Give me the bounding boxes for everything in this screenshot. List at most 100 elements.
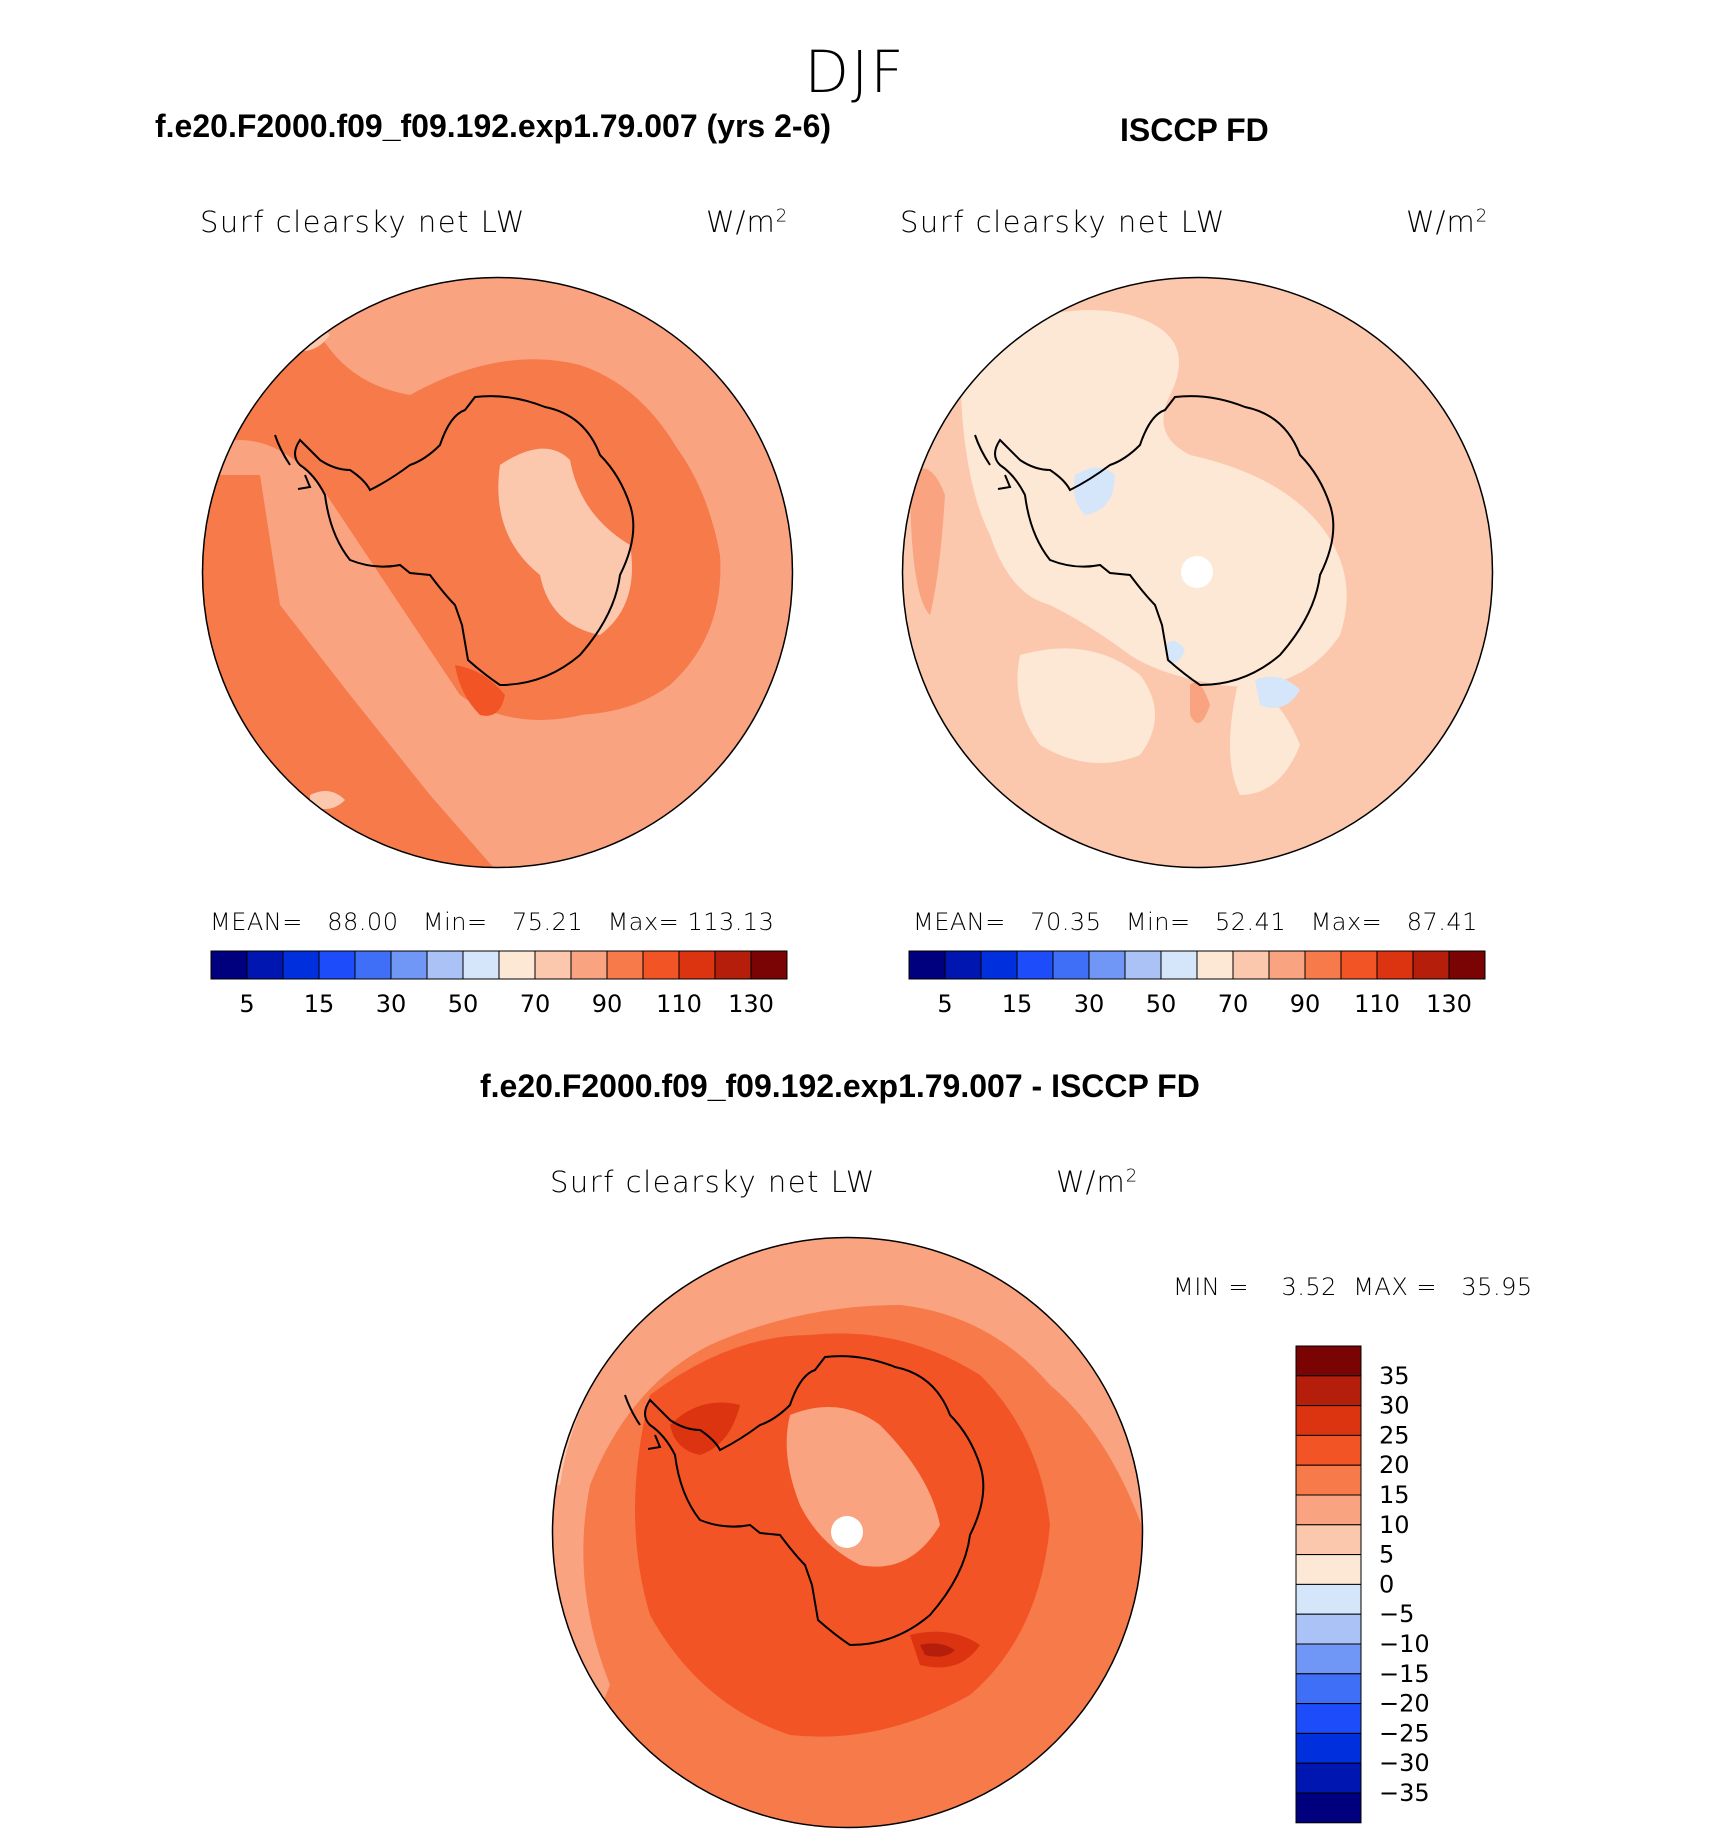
colorbar-tick-label: 130 xyxy=(1426,990,1472,1018)
colorbar-tick-label: 30 xyxy=(1074,990,1105,1018)
colorbar-tick-label: −10 xyxy=(1379,1630,1430,1658)
model-polar-map xyxy=(201,276,794,869)
antarctica-coastline xyxy=(624,1355,985,1647)
colorbar-cell xyxy=(1295,1792,1362,1824)
colorbar-cell xyxy=(1052,950,1090,980)
colorbar-cell xyxy=(1295,1762,1362,1794)
model-high-region xyxy=(202,335,712,868)
colorbar-tick-label: −35 xyxy=(1379,1779,1430,1807)
pole-hole xyxy=(831,1516,863,1548)
colorbar-cell xyxy=(606,950,644,980)
colorbar-cell xyxy=(1016,950,1054,980)
colorbar-cell xyxy=(1295,1583,1362,1615)
colorbar-tick-label: 5 xyxy=(239,990,254,1018)
colorbar-tick-label: 90 xyxy=(1290,990,1321,1018)
model-units-label: W/m2 xyxy=(706,205,789,239)
colorbar-cell xyxy=(1376,950,1414,980)
colorbar-tick-label: −30 xyxy=(1379,1749,1430,1777)
colorbar-tick-label: 110 xyxy=(1354,990,1400,1018)
antarctica-coastline xyxy=(274,395,635,687)
colorbar-cell xyxy=(1160,950,1198,980)
colorbar-cell xyxy=(714,950,752,980)
colorbar-tick-label: 50 xyxy=(448,990,479,1018)
colorbar-tick-label: 35 xyxy=(1379,1362,1410,1390)
colorbar-cell xyxy=(980,950,1018,980)
obs-polar-map xyxy=(901,276,1494,869)
colorbar-cell xyxy=(1295,1554,1362,1585)
colorbar-tick-label: 90 xyxy=(592,990,623,1018)
colorbar-tick-label: 30 xyxy=(1379,1392,1410,1420)
diff-stats: MIN = 3.52 MAX = 35.95 xyxy=(1173,1273,1533,1301)
season-title: DJF xyxy=(804,38,906,106)
colorbar-cell xyxy=(1295,1494,1362,1526)
model-low-region xyxy=(498,448,632,635)
model-variable-label: Surf clearsky net LW xyxy=(200,205,526,239)
colorbar-cell xyxy=(210,950,248,980)
colorbar-cell xyxy=(1295,1434,1362,1466)
colorbar-cell xyxy=(282,950,320,980)
pole-hole xyxy=(1181,556,1213,588)
model-stats: MEAN= 88.00 Min= 75.21 Max= 113.13 xyxy=(210,908,775,936)
colorbar-cell xyxy=(1088,950,1126,980)
colorbar-cell xyxy=(1124,950,1162,980)
diff-max-region xyxy=(670,1402,980,1668)
colorbar-tick-label: 25 xyxy=(1379,1421,1410,1449)
model-case-title: f.e20.F2000.f09_f09.192.exp1.79.007 (yrs… xyxy=(155,108,832,144)
map-boundary xyxy=(551,1236,1144,1829)
colorbar-cell xyxy=(426,950,464,980)
colorbar-cell xyxy=(462,950,500,980)
obs-negative-region xyxy=(1073,467,1300,708)
colorbar-cell xyxy=(1295,1732,1362,1764)
colorbar-tick-label: 5 xyxy=(1379,1541,1394,1569)
diff-case-title: f.e20.F2000.f09_f09.192.exp1.79.007 - IS… xyxy=(480,1068,1200,1104)
diff-variable-label: Surf clearsky net LW xyxy=(550,1165,876,1199)
colorbar-cell xyxy=(1304,950,1342,980)
antarctica-coastline xyxy=(974,395,1335,687)
map-boundary xyxy=(201,276,794,869)
colorbar-tick-label: −15 xyxy=(1379,1660,1430,1688)
colorbar-tick-label: 130 xyxy=(728,990,774,1018)
colorbar-tick-label: 20 xyxy=(1379,1451,1410,1479)
colorbar-tick-label: 30 xyxy=(376,990,407,1018)
colorbar-tick-label: 110 xyxy=(656,990,702,1018)
diff-units-label: W/m2 xyxy=(1056,1165,1139,1199)
colorbar-cell xyxy=(1295,1345,1362,1377)
obs-case-title: ISCCP FD xyxy=(1120,112,1269,148)
colorbar-tick-label: 15 xyxy=(304,990,335,1018)
colorbar-tick-label: 10 xyxy=(1379,1511,1410,1539)
colorbar-tick-label: 15 xyxy=(1379,1481,1410,1509)
colorbar-cell xyxy=(678,950,716,980)
diff-top-region xyxy=(920,1643,955,1657)
colorbar-cell xyxy=(1295,1673,1362,1705)
colorbar-tick-label: −5 xyxy=(1379,1600,1414,1628)
model-colorbar: 5 15 30 50 70 90 110 130 xyxy=(210,950,788,1018)
colorbar-cell xyxy=(534,950,572,980)
obs-low-region xyxy=(960,310,1347,687)
obs-colorbar: 5 15 30 50 70 90 110 130 xyxy=(908,950,1486,1018)
obs-low-south xyxy=(1017,648,1300,795)
obs-units-label: W/m2 xyxy=(1406,205,1489,239)
diff-polar-map xyxy=(551,1236,1144,1829)
colorbar-cell xyxy=(1268,950,1306,980)
colorbar-tick-label: −25 xyxy=(1379,1719,1430,1747)
colorbar-cell xyxy=(1295,1375,1362,1407)
colorbar-tick-label: 50 xyxy=(1146,990,1177,1018)
colorbar-cell xyxy=(246,950,284,980)
colorbar-cell xyxy=(642,950,680,980)
colorbar-cell xyxy=(1196,950,1234,980)
colorbar-cell xyxy=(1412,950,1450,980)
colorbar-cell xyxy=(390,950,428,980)
colorbar-cell xyxy=(750,950,788,980)
colorbar-tick-label: 70 xyxy=(520,990,551,1018)
colorbar-tick-label: 70 xyxy=(1218,990,1249,1018)
colorbar-cell xyxy=(1295,1703,1362,1734)
colorbar-cell xyxy=(1232,950,1270,980)
diff-interior-low xyxy=(786,1407,940,1567)
map-boundary xyxy=(901,276,1494,869)
colorbar-cell xyxy=(354,950,392,980)
obs-stats: MEAN= 70.35 Min= 52.41 Max= 87.41 xyxy=(913,908,1478,936)
colorbar-tick-label: 5 xyxy=(937,990,952,1018)
colorbar-cell xyxy=(570,950,608,980)
colorbar-cell xyxy=(1448,950,1486,980)
colorbar-cell xyxy=(1340,950,1378,980)
